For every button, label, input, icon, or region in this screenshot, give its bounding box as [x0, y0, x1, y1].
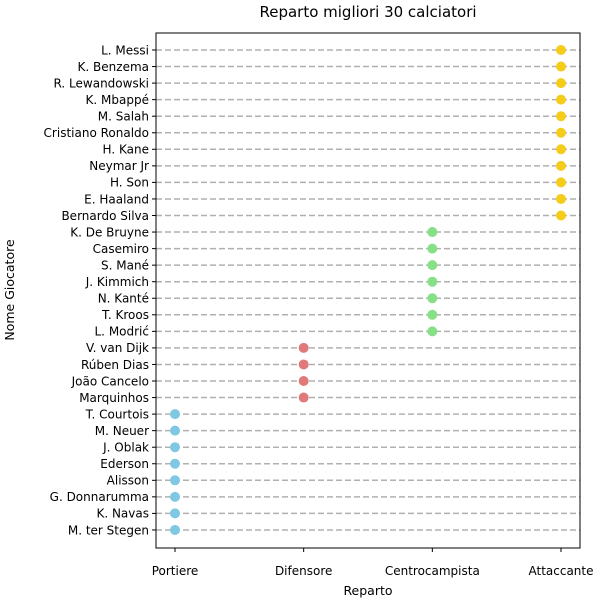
data-point — [170, 425, 180, 436]
y-tick-label: João Cancelo — [71, 374, 149, 388]
chart-title: Reparto migliori 30 calciatori — [259, 3, 476, 21]
data-point — [556, 177, 566, 188]
x-tick-label: Difensore — [275, 564, 332, 578]
y-tick-label: Cristiano Ronaldo — [44, 126, 149, 140]
y-tick-label: K. Mbappé — [86, 93, 149, 107]
y-tick-label: H. Kane — [103, 143, 149, 157]
y-tick-label: L. Messi — [101, 43, 149, 57]
y-axis-ticks: L. Messi K. Benzema R. Lewandowski K. Mbapp… — [44, 43, 156, 537]
data-point — [427, 276, 438, 287]
y-tick-label: Neymar Jr — [89, 159, 149, 173]
data-point — [170, 409, 180, 420]
x-axis-ticks: Portiere Difensore Centrocampista Attaccant… — [152, 548, 594, 578]
data-point — [170, 508, 180, 519]
y-tick-label: K. Benzema — [78, 60, 149, 74]
data-point — [556, 210, 566, 221]
data-point — [556, 127, 566, 138]
data-point — [556, 61, 566, 72]
data-point — [427, 260, 438, 271]
data-points — [170, 45, 566, 535]
data-point — [556, 45, 566, 55]
y-tick-label: M. ter Stegen — [68, 523, 149, 537]
data-point — [427, 227, 438, 238]
data-point — [298, 376, 309, 386]
y-tick-label: J. Kimmich — [85, 275, 149, 289]
data-point — [170, 442, 180, 453]
y-tick-label: Marquinhos — [79, 391, 149, 405]
data-point — [427, 326, 438, 337]
data-point — [556, 160, 566, 171]
y-tick-label: S. Mané — [101, 258, 149, 272]
x-tick-label: Attaccante — [528, 564, 593, 578]
y-axis-label: Nome Giocatore — [2, 239, 17, 341]
grid-lines — [156, 49, 580, 531]
x-tick-label: Centrocampista — [385, 564, 480, 578]
y-tick-label: T. Kroos — [101, 308, 149, 322]
x-axis-label: Reparto — [343, 583, 392, 598]
y-tick-label: K. Navas — [96, 507, 149, 521]
y-tick-label: Rúben Dias — [81, 358, 149, 372]
y-tick-label: V. van Dijk — [86, 341, 149, 355]
y-tick-label: L. Modrić — [95, 325, 150, 339]
data-point — [298, 392, 309, 403]
data-point — [298, 342, 309, 353]
data-point — [556, 94, 566, 105]
data-point — [170, 491, 180, 502]
data-point — [556, 193, 566, 204]
data-point — [170, 475, 180, 486]
x-tick-label: Portiere — [152, 564, 199, 578]
data-point — [170, 524, 180, 535]
y-tick-label: E. Haaland — [84, 192, 149, 206]
y-tick-label: G. Donnarumma — [50, 490, 149, 504]
data-point — [298, 359, 309, 370]
y-tick-label: K. De Bruyne — [70, 225, 149, 239]
y-tick-label: Casemiro — [93, 242, 149, 256]
y-tick-label: J. Oblak — [102, 441, 149, 455]
y-tick-label: R. Lewandowski — [54, 76, 149, 90]
y-tick-label: Ederson — [100, 457, 149, 471]
y-tick-label: H. Son — [110, 176, 149, 190]
y-tick-label: M. Neuer — [95, 424, 149, 438]
y-tick-label: T. Courtois — [85, 407, 149, 421]
y-tick-label: Alisson — [107, 474, 149, 488]
data-point — [427, 293, 438, 304]
data-point — [170, 458, 180, 469]
data-point — [556, 111, 566, 122]
data-point — [556, 144, 566, 155]
y-tick-label: N. Kanté — [98, 292, 149, 306]
data-point — [427, 309, 438, 320]
data-point — [556, 78, 566, 89]
plot-area-frame — [155, 32, 581, 549]
y-tick-label: M. Salah — [98, 110, 149, 124]
y-tick-label: Bernardo Silva — [61, 209, 149, 223]
data-point — [427, 243, 438, 254]
